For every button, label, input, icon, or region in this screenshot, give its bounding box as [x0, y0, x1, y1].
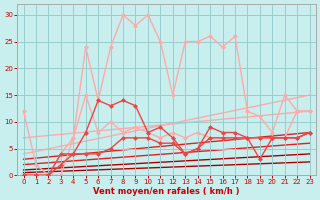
X-axis label: Vent moyen/en rafales ( km/h ): Vent moyen/en rafales ( km/h ): [93, 187, 240, 196]
